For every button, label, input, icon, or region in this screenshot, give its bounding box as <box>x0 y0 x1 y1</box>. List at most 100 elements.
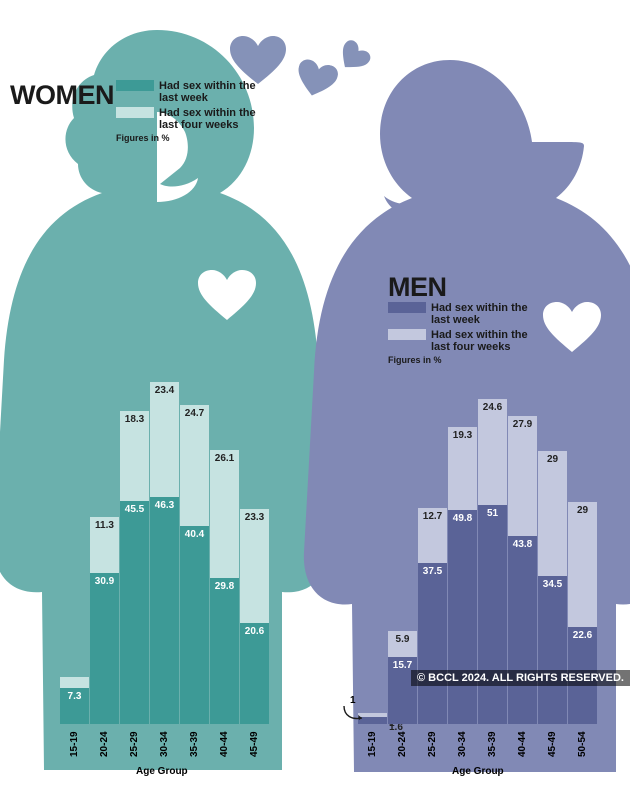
bar-value-dark: 45.5 <box>125 501 144 515</box>
axis-category-label: 15-19 <box>69 728 80 760</box>
bar-stack: 23.3 20.6 <box>240 509 269 724</box>
men-title: MEN <box>388 272 447 303</box>
bar-value-light: 26.1 <box>215 450 234 464</box>
bar-stack: 2.37.3 <box>60 677 89 724</box>
axis-title: Age Group <box>452 766 504 777</box>
bar-value-light: 19.3 <box>453 427 472 441</box>
bar-group: 23.446.3 30-34 <box>150 382 179 760</box>
bar-segment-dark: 43.8 <box>508 536 537 724</box>
bar-value-dark: 43.8 <box>513 536 532 550</box>
bar-value-light: 24.7 <box>185 405 204 419</box>
bar-value-dark: 22.6 <box>573 627 592 641</box>
bar-value-dark: 37.5 <box>423 563 442 577</box>
bar-group: 5.915.720-24 <box>388 631 417 760</box>
bar-segment-light: 18.3 <box>120 411 149 501</box>
bar-group: 12.737.5 25-29 <box>418 508 447 760</box>
bar-segment-light: 24.7 <box>180 405 209 526</box>
women-title: WOMEN <box>10 80 114 111</box>
bar-segment-dark: 51 <box>478 505 507 724</box>
bar-group: 29 22.6 50-54 <box>568 502 597 760</box>
men-chart: 11.615-195.915.720-2412.737.525-2919.349… <box>358 399 598 760</box>
axis-category-label: 30-34 <box>159 728 170 760</box>
bar-value-dark: 15.7 <box>393 657 412 671</box>
bar-group: 23.3 20.6 45-49 <box>240 509 269 760</box>
axis-category-label: 30-34 <box>457 728 468 760</box>
bar-value-light: 29 <box>577 502 588 516</box>
bar-value-dark: 34.5 <box>543 576 562 590</box>
heart-icon <box>198 270 256 322</box>
bar-stack: 12.737.5 <box>418 508 447 724</box>
bar-value-light: 11.3 <box>95 517 114 531</box>
bar-value-dark: 20.6 <box>245 623 264 637</box>
axis-category-label: 35-39 <box>487 728 498 760</box>
bar-value-light: 24.6 <box>483 399 502 413</box>
legend-label: Had sex within the last four weeks <box>159 107 269 131</box>
legend-label: Had sex within the last week <box>431 302 541 326</box>
bar-stack: 26.1 29.8 <box>210 450 239 724</box>
axis-category-label: 45-49 <box>249 728 260 760</box>
bar-value-dark: 29.8 <box>215 578 234 592</box>
bar-stack: 11.3 30.9 <box>90 517 119 724</box>
bar-segment-dark: 15.7 <box>388 657 417 725</box>
legend-swatch-dark <box>388 302 426 313</box>
bar-segment-dark: 37.5 <box>418 563 447 724</box>
heart-icon <box>230 36 286 86</box>
bar-stack: 24.740.4 <box>180 405 209 724</box>
bar-value-light: 5.9 <box>396 631 410 645</box>
men-legend: Had sex within the last week Had sex wit… <box>388 302 541 366</box>
legend-item: Had sex within the last four weeks <box>388 329 541 353</box>
bar-segment-dark: 20.6 <box>240 623 269 724</box>
bar-segment-light: 29 <box>538 451 567 576</box>
axis-category-label: 40-44 <box>219 728 230 760</box>
women-legend: Had sex within the last week Had sex wit… <box>116 80 269 144</box>
bar-segment-light: 24.6 <box>478 399 507 505</box>
bar-segment-dark: 29.8 <box>210 578 239 724</box>
bar-group: 27.9 43.8 40-44 <box>508 416 537 760</box>
axis-category-label: 50-54 <box>577 728 588 760</box>
bar-segment-light: 23.3 <box>240 509 269 623</box>
bar-value-light: 23.3 <box>245 509 264 523</box>
bar-value-dark: 49.8 <box>453 510 472 524</box>
bar-value-dark: 30.9 <box>95 573 114 587</box>
bar-stack: 23.446.3 <box>150 382 179 724</box>
legend-item: Had sex within the last four weeks <box>116 107 269 131</box>
legend-swatch-light <box>388 329 426 340</box>
legend-item: Had sex within the last week <box>116 80 269 104</box>
bar-segment-dark: 7.3 <box>60 688 89 724</box>
bar-value-dark: 46.3 <box>155 497 174 511</box>
axis-category-label: 25-29 <box>427 728 438 760</box>
bar-value-light: 27.9 <box>513 416 532 430</box>
bar-segment-light: 11.3 <box>90 517 119 572</box>
bar-segment-dark: 34.5 <box>538 576 567 724</box>
bar-value-dark: 51 <box>487 505 498 519</box>
axis-category-label: 35-39 <box>189 728 200 760</box>
bar-value-light: 29 <box>547 451 558 465</box>
legend-note: Figures in % <box>388 356 541 366</box>
callout-arrow-icon <box>342 704 364 722</box>
axis-category-label: 20-24 <box>99 728 110 760</box>
legend-swatch-dark <box>116 80 154 91</box>
bar-group: 24.6 51 35-39 <box>478 399 507 760</box>
legend-label: Had sex within the last four weeks <box>431 329 541 353</box>
bar-segment-dark: 46.3 <box>150 497 179 724</box>
bar-segment-light: 23.4 <box>150 382 179 497</box>
men-callout-1: 1 <box>350 695 356 706</box>
bar-segment-light: 19.3 <box>448 427 477 510</box>
bar-value-light: 18.3 <box>125 411 144 425</box>
bar-stack: 18.3 45.5 <box>120 411 149 724</box>
axis-category-label: 45-49 <box>547 728 558 760</box>
bar-group: 18.345.525-29 <box>120 411 149 760</box>
legend-note: Figures in % <box>116 134 269 144</box>
legend-label: Had sex within the last week <box>159 80 269 104</box>
bar-group: 29 34.5 45-49 <box>538 451 567 760</box>
women-chart: 2.37.315-1911.330.920-2418.345.525-2923.… <box>60 382 270 760</box>
heart-icon <box>543 302 601 354</box>
bar-group: 26.1 29.8 40-44 <box>210 450 239 760</box>
bar-segment-dark: 30.9 <box>90 573 119 724</box>
bar-group: 11.3 30.9 20-24 <box>90 517 119 760</box>
bar-value-dark: 7.3 <box>68 688 82 702</box>
bar-segment-light: 12.7 <box>418 508 447 563</box>
axis-category-label: 40-44 <box>517 728 528 760</box>
bar-group: 19.3 49.8 30-34 <box>448 427 477 760</box>
bar-segment-light: 29 <box>568 502 597 627</box>
